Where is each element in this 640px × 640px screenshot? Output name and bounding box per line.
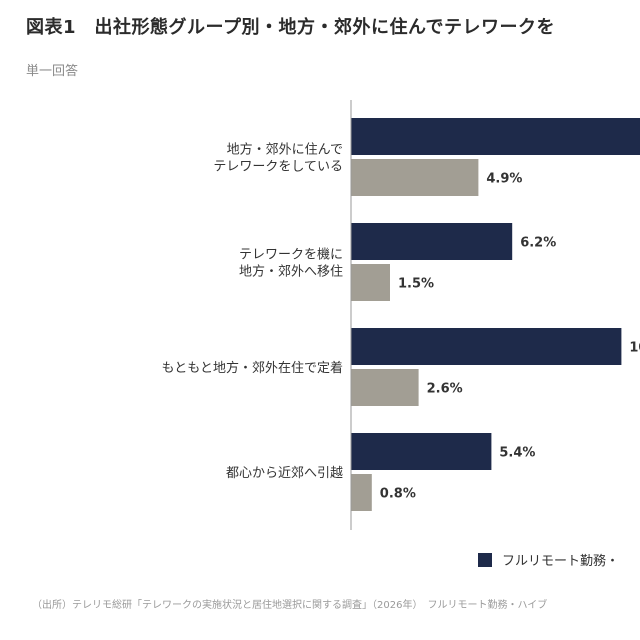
value-label-series-2-0: 4.9% (486, 172, 522, 187)
legend-swatch-series-1 (478, 553, 492, 567)
chart-subtitle: 単一回答 (26, 64, 79, 79)
value-label-series-1-2: 10. (629, 341, 640, 356)
chart-title: 図表1 出社形態グループ別・地方・郊外に住んでテレワークを (26, 17, 556, 38)
bar-series-2-0 (351, 159, 479, 196)
category-labels: 地方・郊外に住んでテレワークをしているテレワークを機に地方・郊外へ移住もともと地… (162, 142, 343, 482)
value-label-series-2-3: 0.8% (380, 487, 416, 502)
bar-series-1-3 (351, 433, 492, 470)
category-label-1-line-0: テレワークを機に (239, 248, 343, 263)
category-label-2-line-0: もともと地方・郊外在住で定着 (162, 360, 343, 376)
value-label-series-1-1: 6.2% (520, 236, 556, 251)
category-label-1-line-1: 地方・郊外へ移住 (239, 264, 343, 280)
legend-label-series-1: フルリモート勤務・ (502, 554, 619, 569)
legend: フルリモート勤務・ (478, 553, 619, 569)
bars-group (351, 118, 640, 511)
value-label-series-2-2: 2.6% (427, 382, 463, 397)
bar-series-1-2 (351, 328, 622, 365)
source-note: （出所）テレリモ総研「テレワークの実施状況と居住地選択に関する調査」（2026年… (32, 600, 548, 611)
bar-series-2-2 (351, 369, 419, 406)
category-label-0-line-0: 地方・郊外に住んで (227, 142, 343, 158)
value-label-series-2-1: 1.5% (398, 277, 434, 292)
bar-series-1-1 (351, 223, 513, 260)
bar-series-1-0 (351, 118, 640, 155)
category-label-3-line-0: 都心から近郊へ引越 (226, 465, 343, 481)
bar-series-2-1 (351, 264, 390, 301)
value-labels: 4.9% 6.2% 1.5% 10. 2.6% 5.4% 0.8% (380, 172, 640, 502)
value-label-series-1-3: 5.4% (499, 446, 535, 461)
category-label-0-line-1: テレワークをしている (213, 160, 343, 175)
bar-series-2-3 (351, 474, 372, 511)
bar-chart: 地方・郊外に住んでテレワークをしているテレワークを機に地方・郊外へ移住もともと地… (162, 100, 640, 569)
